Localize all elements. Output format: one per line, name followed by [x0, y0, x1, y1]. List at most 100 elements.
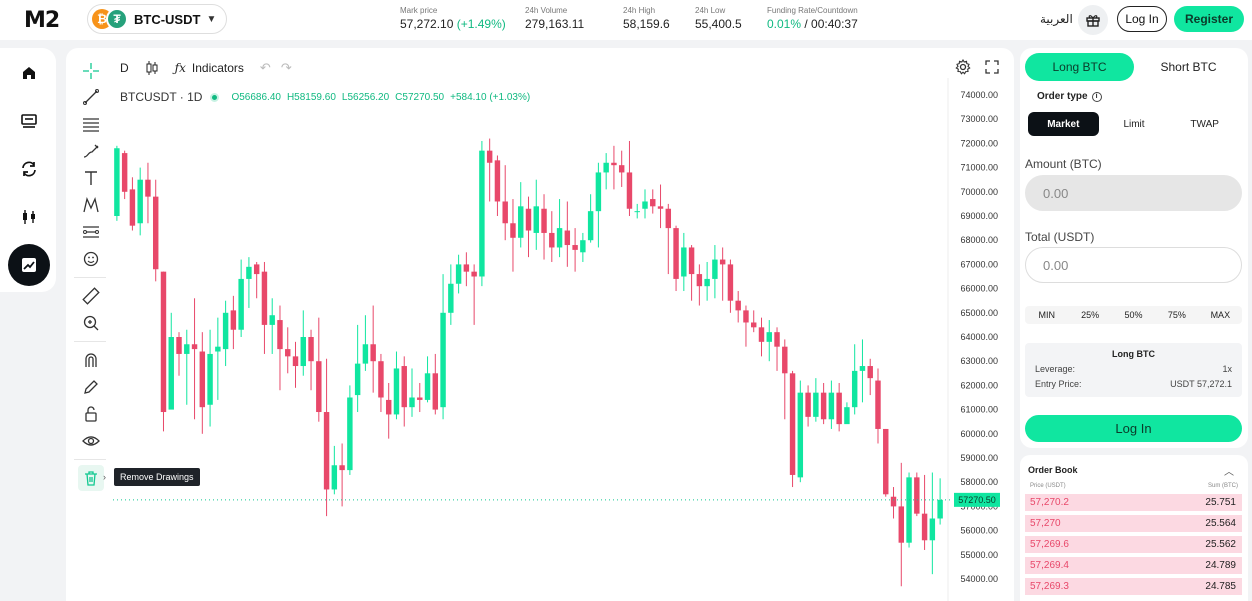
- logo[interactable]: M2: [24, 8, 60, 33]
- register-button[interactable]: Register: [1174, 6, 1244, 32]
- candle-body: [797, 392, 804, 478]
- nav-trade[interactable]: [8, 196, 50, 238]
- legend-change: +584.10 (+1.03%): [450, 91, 531, 103]
- order-type-twap[interactable]: TWAP: [1190, 118, 1219, 130]
- order-book-row[interactable]: 57,269.3 24.785: [1025, 578, 1242, 595]
- nav-chart[interactable]: [8, 244, 50, 286]
- chevron-up-icon[interactable]: ︿: [1224, 467, 1234, 478]
- total-input[interactable]: 0.00: [1025, 247, 1242, 283]
- stat-value: 55,400.5: [695, 17, 742, 31]
- nav-swap[interactable]: [8, 148, 50, 190]
- stat-funding: Funding Rate/Countdown 0.01% / 00:40:37: [767, 6, 858, 31]
- nav-home[interactable]: [8, 52, 50, 94]
- tool-remove-drawings[interactable]: [78, 465, 104, 491]
- candle-body: [673, 228, 679, 279]
- order-login-button[interactable]: Log In: [1025, 415, 1242, 442]
- y-tick-label: 58000.00: [960, 477, 998, 487]
- tool-visibility[interactable]: [78, 428, 104, 454]
- language-switch[interactable]: العربية: [1040, 12, 1073, 26]
- y-tick-label: 62000.00: [960, 380, 998, 390]
- candle-body: [743, 310, 749, 323]
- stat-value: 57,272.10: [400, 17, 454, 31]
- gift-button[interactable]: [1078, 5, 1108, 35]
- candle-body: [160, 271, 167, 413]
- sum-header: Sum (BTC): [1208, 483, 1238, 489]
- order-summary: Long BTC Leverage: 1x Entry Price: USDT …: [1025, 343, 1242, 397]
- redo-icon[interactable]: ↷: [280, 60, 292, 75]
- ruler-icon: [82, 287, 100, 305]
- tool-text[interactable]: [78, 165, 104, 191]
- candle-body: [556, 228, 563, 248]
- candle-body: [471, 271, 477, 277]
- candle-body: [440, 312, 446, 408]
- order-book-row[interactable]: 57,269.4 24.789: [1025, 557, 1242, 574]
- candle-body: [494, 160, 501, 202]
- candle-body: [401, 366, 407, 408]
- candle-body: [518, 206, 524, 238]
- tab-long[interactable]: Long BTC: [1025, 53, 1134, 81]
- amount-input[interactable]: 0.00: [1025, 175, 1242, 211]
- pct-25[interactable]: 25%: [1081, 310, 1100, 320]
- order-type-tabs: Market Limit TWAP: [1028, 112, 1240, 136]
- candle-body: [316, 361, 322, 413]
- tool-lock[interactable]: [78, 401, 104, 427]
- candle-body: [230, 310, 237, 330]
- candle-body: [354, 363, 361, 396]
- candle-body: [215, 346, 221, 352]
- order-type-market[interactable]: Market: [1028, 112, 1099, 136]
- candle-body: [735, 300, 741, 311]
- tool-brush[interactable]: [78, 138, 104, 164]
- price-header: Price (USDT): [1030, 483, 1066, 489]
- tool-zoom[interactable]: [78, 310, 104, 336]
- leverage-label: Leverage:: [1035, 364, 1076, 374]
- undo-icon[interactable]: ↶: [259, 60, 271, 75]
- candle-body: [642, 201, 648, 209]
- login-button[interactable]: Log In: [1117, 6, 1167, 32]
- candle-body: [137, 179, 143, 224]
- candle-body: [114, 148, 120, 216]
- order-book-row[interactable]: 57,269.6 25.562: [1025, 536, 1242, 553]
- candle-body: [883, 428, 889, 495]
- interval-selector[interactable]: D: [120, 61, 129, 75]
- tool-ruler[interactable]: [78, 283, 104, 309]
- tool-lock-draw[interactable]: [78, 374, 104, 400]
- left-nav: [0, 48, 56, 292]
- pct-50[interactable]: 50%: [1124, 310, 1143, 320]
- pct-max[interactable]: MAX: [1210, 310, 1231, 320]
- candle-body: [277, 320, 283, 350]
- percent-selector: MIN 25% 50% 75% MAX: [1025, 306, 1242, 324]
- order-book-row[interactable]: 57,270 25.564: [1025, 515, 1242, 532]
- indicators-button[interactable]: ƒx Indicators: [175, 61, 244, 75]
- candle-body: [572, 245, 578, 250]
- fullscreen-button[interactable]: [981, 56, 1003, 78]
- chart-settings-button[interactable]: [952, 56, 974, 78]
- y-tick-label: 64000.00: [960, 332, 998, 342]
- candle-body: [929, 518, 936, 541]
- y-tick-label: 56000.00: [960, 526, 998, 536]
- candle-body: [479, 150, 485, 277]
- tool-pattern[interactable]: [78, 192, 104, 218]
- price-chart[interactable]: 74000.00 73000.00 72000.00 71000.00 70000.00…: [66, 48, 1014, 601]
- ask-sum: 24.785: [1205, 581, 1236, 592]
- chart-type-button[interactable]: [145, 60, 159, 76]
- info-icon[interactable]: i: [1091, 91, 1102, 102]
- order-book-row[interactable]: 57,270.2 25.751: [1025, 494, 1242, 511]
- tool-crosshair[interactable]: [78, 58, 104, 84]
- pair-selector[interactable]: ₿ ₮ BTC-USDT ▼: [87, 4, 227, 34]
- pct-min[interactable]: MIN: [1038, 310, 1055, 320]
- pct-75[interactable]: 75%: [1167, 310, 1186, 320]
- chevron-right-icon: ›: [103, 472, 106, 482]
- horizontal-lines-icon: [83, 118, 99, 132]
- tool-fib[interactable]: [78, 111, 104, 137]
- tool-magnet[interactable]: [78, 347, 104, 373]
- nav-dashboard[interactable]: [8, 100, 50, 142]
- tool-emoji[interactable]: [78, 246, 104, 272]
- tool-trend-line[interactable]: [78, 84, 104, 110]
- order-type-limit[interactable]: Limit: [1123, 118, 1145, 130]
- tool-measure[interactable]: [78, 219, 104, 245]
- dashboard-icon: [21, 114, 37, 128]
- tab-short[interactable]: Short BTC: [1160, 60, 1217, 74]
- stat-label: Funding Rate/Countdown: [767, 6, 858, 15]
- pattern-icon: [83, 196, 99, 213]
- funding-countdown: / 00:40:37: [804, 17, 858, 31]
